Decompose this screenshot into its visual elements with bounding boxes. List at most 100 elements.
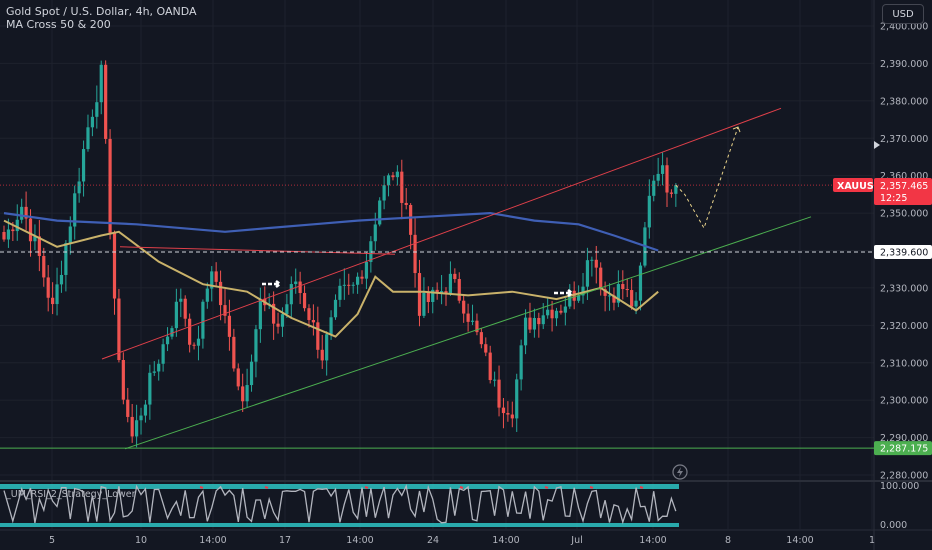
- projection-path: [675, 126, 739, 230]
- candle-body: [179, 298, 183, 302]
- signal-arrow-icon: [262, 280, 283, 288]
- flash-icon[interactable]: [672, 464, 688, 480]
- candle-body: [625, 289, 629, 291]
- candle-body: [497, 379, 501, 408]
- candle-body: [254, 329, 258, 362]
- candle-body: [532, 317, 536, 330]
- candle-body: [581, 286, 585, 296]
- ma-slow-line: [3, 211, 659, 252]
- candle-body: [475, 320, 479, 333]
- time-tick-label: 14:00: [639, 535, 666, 546]
- rsi-signal-mark: [544, 486, 549, 489]
- candle-body: [559, 310, 563, 313]
- candle-body: [258, 298, 262, 330]
- candle-body: [400, 171, 404, 203]
- time-tick-label: 10: [135, 535, 147, 546]
- candle-body: [506, 413, 510, 415]
- candle-body: [528, 317, 532, 330]
- candle-body: [484, 344, 488, 353]
- candle-body: [656, 173, 660, 181]
- candle-body: [130, 416, 134, 437]
- candle-body: [515, 379, 519, 419]
- candle-body: [563, 306, 567, 313]
- candle-body: [302, 293, 307, 309]
- candle-body: [15, 219, 19, 232]
- candle-body: [214, 271, 218, 282]
- candle-body: [161, 344, 165, 364]
- candle-body: [462, 300, 466, 314]
- rsi-signal-mark: [199, 486, 204, 489]
- candle-body: [373, 224, 377, 242]
- candle-body: [289, 284, 293, 305]
- candle-body: [126, 399, 130, 417]
- candle-body: [395, 171, 399, 178]
- candle-body: [448, 273, 453, 294]
- candle-body: [638, 265, 643, 301]
- upper-channel-line: [101, 107, 782, 360]
- candle-body: [249, 361, 254, 386]
- candle-body: [669, 192, 674, 194]
- candle-body: [64, 243, 68, 275]
- candle-body: [183, 298, 187, 319]
- rsi-upper-band: [0, 484, 679, 489]
- projection-arrowhead: [732, 126, 741, 133]
- oscillator-label: _UM_RSI_2_Strategy_Lower: [5, 489, 136, 500]
- price-tick-label: 2,280.000: [880, 471, 928, 482]
- candle-body: [537, 317, 541, 325]
- time-tick-label: 14:00: [786, 535, 813, 546]
- candle-body: [201, 301, 205, 339]
- currency-button[interactable]: USD: [882, 4, 924, 24]
- candle-body: [333, 299, 338, 318]
- rsi-signal-mark: [264, 486, 269, 489]
- candle-body: [2, 232, 6, 240]
- time-tick-label: 5: [49, 535, 55, 546]
- candle-body: [369, 241, 373, 262]
- candle-body: [612, 295, 616, 303]
- candle-body: [382, 185, 386, 201]
- price-tick-label: 2,400.000: [880, 22, 928, 33]
- symbol-badge-text: XAUUSD: [837, 181, 882, 192]
- rsi-lower-band: [0, 523, 679, 527]
- candle-body: [298, 281, 302, 294]
- candle-body: [86, 127, 90, 150]
- candle-body: [139, 415, 143, 421]
- candle-body: [276, 323, 280, 327]
- candle-body: [42, 255, 46, 278]
- candle-body: [165, 336, 170, 345]
- candle-body: [108, 138, 112, 233]
- level-badge-2339: [874, 244, 932, 259]
- candle-body: [660, 165, 665, 174]
- candle-body: [272, 303, 276, 324]
- candle-body: [174, 301, 178, 329]
- candle-body: [501, 407, 506, 414]
- candle-body: [152, 371, 156, 373]
- time-tick-label: 1: [869, 535, 875, 546]
- candle-body: [607, 295, 612, 297]
- candle-body: [68, 226, 72, 244]
- time-tick-label: 8: [725, 535, 731, 546]
- candle-body: [470, 320, 475, 322]
- rsi-signal-mark: [589, 486, 594, 489]
- candle-body: [634, 300, 638, 307]
- candle-body: [280, 314, 285, 327]
- time-tick-label: 24: [427, 535, 439, 546]
- candle-body: [409, 205, 413, 235]
- candle-body: [554, 310, 559, 319]
- candle-body: [404, 202, 408, 206]
- price-tick-label: 2,300.000: [880, 396, 928, 407]
- candle-body: [112, 232, 117, 299]
- candle-body: [99, 64, 103, 103]
- candle-body: [510, 414, 514, 419]
- time-tick-label: Jul: [570, 535, 582, 546]
- candle-body: [320, 349, 324, 361]
- resistance-segment: [119, 246, 396, 255]
- candle-body: [674, 185, 678, 194]
- candle-body: [391, 175, 395, 178]
- candle-body: [104, 64, 108, 139]
- price-tick-label: 2,380.000: [880, 96, 928, 107]
- lower-channel-line: [124, 216, 812, 450]
- candle-body: [585, 260, 590, 287]
- candle-body: [90, 116, 94, 128]
- candle-body: [135, 420, 139, 437]
